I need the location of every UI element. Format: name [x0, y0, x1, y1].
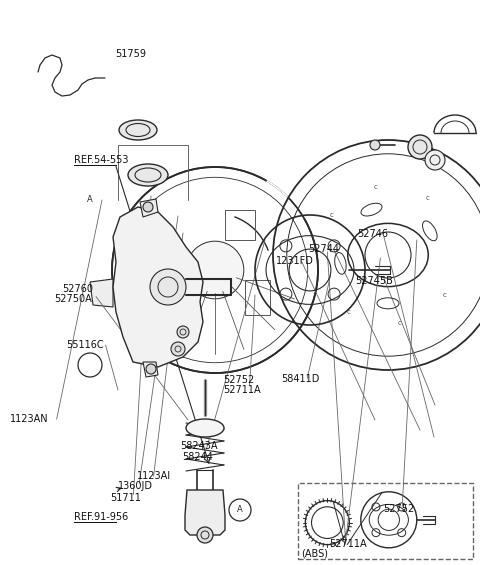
Text: 52752: 52752: [223, 375, 254, 385]
Text: 58243A: 58243A: [180, 441, 217, 451]
Text: 52744: 52744: [309, 244, 340, 254]
Text: 52711A: 52711A: [223, 385, 261, 395]
Circle shape: [408, 135, 432, 159]
Text: 52760: 52760: [62, 284, 94, 294]
Ellipse shape: [186, 419, 224, 437]
Circle shape: [425, 150, 445, 170]
Text: 51759: 51759: [115, 49, 146, 59]
Bar: [298, 483, 473, 559]
Text: c: c: [426, 195, 430, 202]
Polygon shape: [113, 207, 203, 367]
Polygon shape: [185, 490, 225, 535]
Text: REF.91-956: REF.91-956: [74, 512, 129, 522]
Text: c: c: [374, 184, 378, 190]
Text: 52745B: 52745B: [355, 276, 393, 286]
Ellipse shape: [119, 120, 157, 140]
Text: 55116C: 55116C: [66, 340, 104, 350]
Text: A: A: [87, 195, 93, 205]
Text: c: c: [398, 320, 402, 326]
Text: 51711: 51711: [110, 493, 141, 503]
Circle shape: [229, 499, 251, 521]
Circle shape: [78, 353, 102, 377]
Circle shape: [171, 342, 185, 356]
Text: (ABS): (ABS): [301, 549, 328, 559]
Circle shape: [143, 202, 153, 212]
Circle shape: [150, 269, 186, 305]
Text: 52750A: 52750A: [54, 294, 92, 305]
Text: 58411D: 58411D: [281, 373, 319, 384]
Polygon shape: [143, 362, 158, 377]
Circle shape: [197, 527, 213, 543]
Text: 1360JD: 1360JD: [118, 481, 153, 491]
Polygon shape: [90, 279, 113, 307]
Ellipse shape: [128, 164, 168, 186]
Circle shape: [186, 241, 244, 299]
Text: 1123AI: 1123AI: [137, 471, 171, 481]
Polygon shape: [140, 199, 158, 217]
Text: 1231FD: 1231FD: [276, 256, 314, 266]
Text: 52746: 52746: [358, 229, 389, 240]
Text: 52711A: 52711A: [329, 539, 366, 549]
Text: 52752: 52752: [383, 503, 414, 514]
Circle shape: [370, 140, 380, 150]
Text: c: c: [347, 308, 350, 315]
Text: A: A: [237, 506, 243, 515]
Text: 1123AN: 1123AN: [10, 414, 48, 424]
Text: c: c: [443, 292, 446, 298]
Text: c: c: [330, 212, 334, 219]
Text: 58244: 58244: [182, 451, 213, 462]
Circle shape: [146, 364, 156, 374]
Circle shape: [177, 326, 189, 338]
Text: REF.54-553: REF.54-553: [74, 155, 129, 165]
